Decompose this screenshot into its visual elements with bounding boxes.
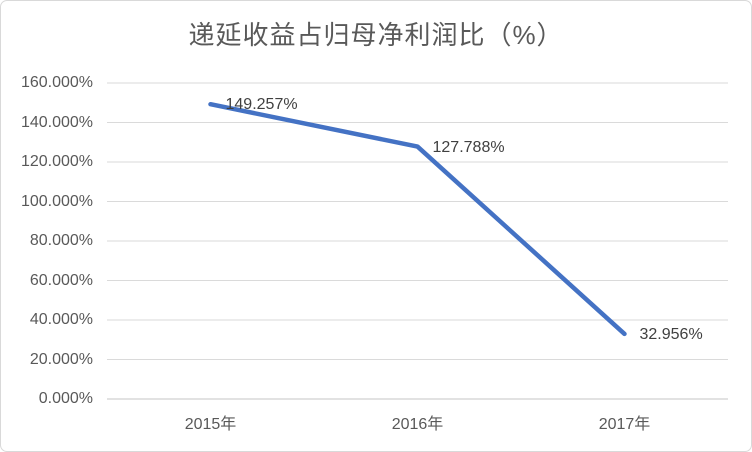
y-axis-tick-label: 100.000% [20,192,93,210]
data-point-label: 149.257% [225,96,298,114]
y-axis-tick-label: 80.000% [29,232,93,249]
x-axis-tick-label: 2015年 [184,416,237,433]
data-point-label: 32.956% [639,325,703,343]
x-axis-tick-label: 2017年 [598,416,651,433]
y-axis-tick-label: 60.000% [29,271,93,289]
y-axis-tick-label: 160.000% [20,74,93,91]
data-point-label: 127.788% [432,138,505,156]
x-axis-tick-label: 2016年 [391,416,444,433]
y-axis-tick-label: 120.000% [20,153,93,170]
y-axis-tick-label: 40.000% [29,311,93,328]
y-axis-tick-label: 140.000% [20,113,93,131]
y-axis-tick-label: 0.000% [38,390,93,407]
y-axis-tick-label: 20.000% [29,350,93,368]
series-line [208,101,627,337]
chart-title: 递延收益占归母净利润比（%） [188,20,564,50]
